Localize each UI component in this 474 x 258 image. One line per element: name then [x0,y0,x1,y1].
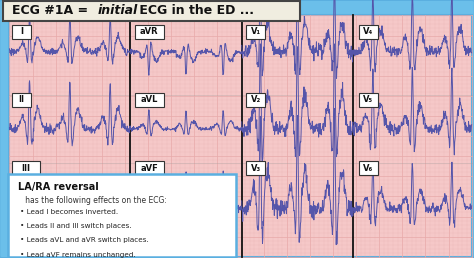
Text: • Leads aVL and aVR switch places.: • Leads aVL and aVR switch places. [20,237,149,243]
Bar [135,161,164,175]
Text: V₃: V₃ [251,164,261,173]
Bar [12,93,31,107]
Bar [246,25,265,39]
Text: V₂: V₂ [251,95,261,104]
Bar [12,25,31,39]
Text: ECG #1A =: ECG #1A = [12,4,92,17]
FancyBboxPatch shape [3,1,300,21]
Text: II: II [18,95,24,104]
Bar [359,25,378,39]
Text: initial: initial [97,4,137,17]
FancyBboxPatch shape [8,174,236,257]
Bar [246,161,265,175]
Text: III: III [22,164,30,173]
Text: V₆: V₆ [363,164,374,173]
Bar [135,93,164,107]
Text: ECG in the ED ...: ECG in the ED ... [135,4,254,17]
Text: • Lead I becomes inverted.: • Lead I becomes inverted. [20,209,118,215]
Text: aVR: aVR [140,27,159,36]
Text: V₁: V₁ [251,27,261,36]
Bar [135,25,164,39]
Bar [246,93,265,107]
Text: V₄: V₄ [363,27,374,36]
Text: • Lead aVF remains unchanged.: • Lead aVF remains unchanged. [20,252,136,257]
Bar [12,161,40,175]
Text: V₅: V₅ [363,95,374,104]
Text: • Leads II and III switch places.: • Leads II and III switch places. [20,223,131,229]
Text: aVF: aVF [140,164,158,173]
Bar [359,161,378,175]
Bar [359,93,378,107]
Text: has the following effects on the ECG:: has the following effects on the ECG: [18,196,166,205]
Text: I: I [20,27,23,36]
Text: aVL: aVL [141,95,158,104]
Text: LA/RA reversal: LA/RA reversal [18,182,98,192]
